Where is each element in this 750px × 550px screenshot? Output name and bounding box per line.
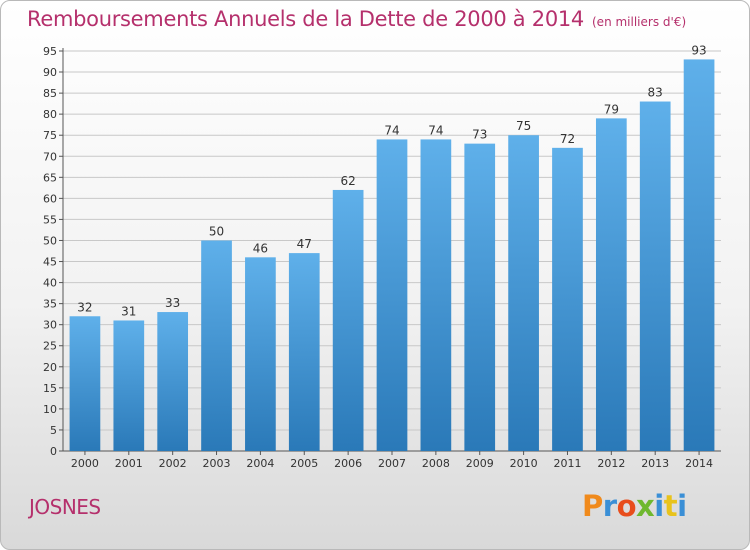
bar-2001[interactable] [113,320,145,451]
y-tick-label: 65 [43,171,57,184]
y-tick-label: 5 [50,424,57,437]
x-tick-label-2009: 2009 [466,457,494,470]
y-tick-label: 0 [50,445,57,458]
town-name: JOSNES [29,495,101,519]
x-tick-labels: 2000 2001 2002 2003 2004 2005 2006 2007 2008 2009… [71,457,713,470]
data-label-2009: 73 [472,128,487,142]
y-tick-label: 50 [43,234,57,247]
y-tick-label: 35 [43,298,57,311]
data-label-2011: 72 [560,132,575,146]
y-tick-label: 25 [43,340,57,353]
bar-2007[interactable] [376,139,408,451]
bar-2014[interactable] [683,59,715,451]
y-tick-label: 40 [43,277,57,290]
x-tick-label-2004: 2004 [246,457,274,470]
bar-2000[interactable] [69,316,101,451]
chart-subtitle: (en milliers d'€) [592,15,687,29]
y-tick-label: 55 [43,213,57,226]
data-label-2007: 74 [384,123,399,137]
y-tick-label: 70 [43,150,57,163]
bar-2004[interactable] [245,257,276,451]
logo-letter: x [636,489,655,523]
y-tick-label: 20 [43,361,57,374]
data-label-2002: 33 [165,296,180,310]
x-tick-label-2014: 2014 [685,457,713,470]
logo-letter: i [654,489,664,523]
y-tick-label: 85 [43,87,57,100]
x-tick-label-2006: 2006 [334,457,362,470]
title-row: Remboursements Annuels de la Dette de 20… [27,7,686,31]
x-tick-label-2002: 2002 [159,457,187,470]
y-tick-label: 80 [43,108,57,121]
data-label-2004: 46 [253,241,268,255]
y-tick-labels: 0 5 10 15 20 25 30 35 40 45 50 55 60 65 70 75 80 85 90 95 [43,45,57,458]
x-tick-label-2001: 2001 [115,457,143,470]
data-label-2010: 75 [516,119,531,133]
logo-letter: t [663,489,678,523]
y-tick-label: 10 [43,403,57,416]
data-label-2008: 74 [428,123,443,137]
y-tick-label: 75 [43,129,57,142]
x-tick-label-2012: 2012 [597,457,625,470]
logo-letter: i [677,489,687,523]
data-label-2001: 31 [121,304,136,318]
data-label-2013: 83 [648,86,663,100]
bar-2006[interactable] [332,189,364,451]
y-tick-label: 15 [43,382,57,395]
data-label-2000: 32 [77,300,92,314]
proxiti-logo[interactable]: Proxiti [582,489,687,523]
bar-2011[interactable] [552,147,583,451]
x-tick-label-2003: 2003 [203,457,231,470]
x-tick-label-2011: 2011 [553,457,581,470]
logo-letter: o [616,489,637,523]
bar-2012[interactable] [595,118,627,452]
y-tick-label: 60 [43,192,57,205]
logo-letter: P [582,489,603,523]
bar-2003[interactable] [201,240,232,451]
bar-2008[interactable] [420,139,452,451]
data-labels: 32 31 33 50 46 47 62 74 74 73 75 72 79 83 93 [77,43,706,318]
y-tick-label: 30 [43,319,57,332]
data-label-2014: 93 [691,43,706,57]
y-tick-label: 90 [43,66,57,79]
bar-2002[interactable] [157,312,189,451]
bar-2005[interactable] [288,253,320,451]
y-tick-label: 45 [43,256,57,269]
chart-title: Remboursements Annuels de la Dette de 20… [27,7,584,31]
bars [69,59,715,452]
logo-letter: r [602,489,617,523]
x-tick-label-2007: 2007 [378,457,406,470]
bar-2010[interactable] [508,135,539,452]
bar-2009[interactable] [464,143,496,451]
y-tick-label: 95 [43,45,57,58]
x-tick-label-2013: 2013 [641,457,669,470]
data-label-2003: 50 [209,224,224,238]
bar-2013[interactable] [639,101,671,452]
data-label-2006: 62 [340,174,355,188]
data-label-2012: 79 [604,102,619,116]
x-tick-label-2010: 2010 [510,457,538,470]
data-label-2005: 47 [297,237,312,251]
x-tick-label-2005: 2005 [290,457,318,470]
x-tick-label-2000: 2000 [71,457,99,470]
x-tick-label-2008: 2008 [422,457,450,470]
